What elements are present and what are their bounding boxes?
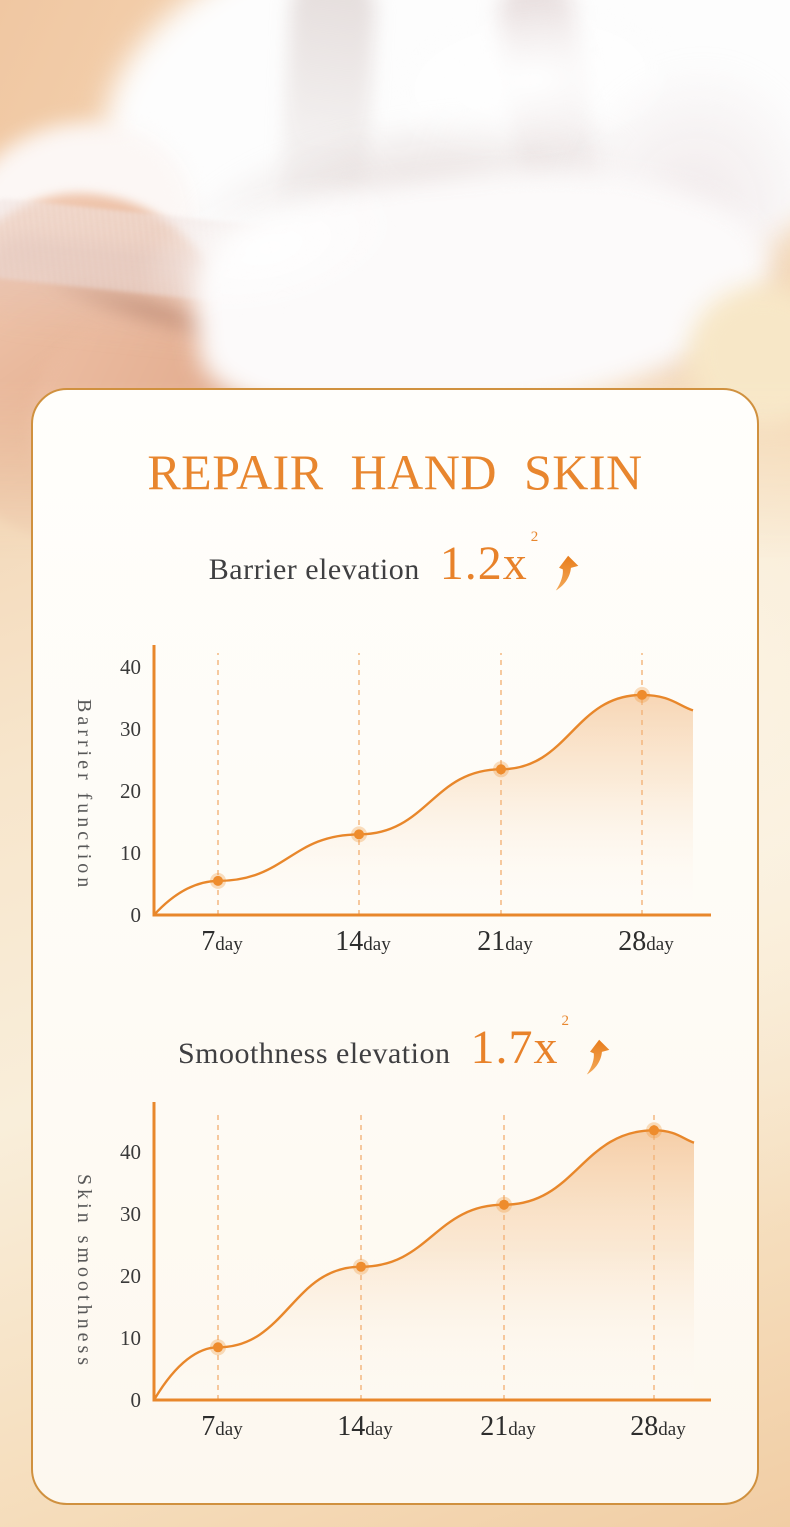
stat-superscript: 2 (530, 529, 540, 545)
chart-area (154, 694, 693, 915)
stat-multiplier: 1.2x 2 (439, 529, 540, 590)
growth-arrow-icon (586, 1039, 610, 1075)
chart-barrier-function: 0 10 20 30 40 7day 14day 21day 28day Barrier fun… (62, 630, 762, 970)
chart-area (154, 1130, 694, 1400)
y-tick-label: 20 (120, 1264, 141, 1288)
data-point (356, 1261, 366, 1272)
smoothness-chart-svg: 0 10 20 30 40 7day 14day 21day 28day (120, 1102, 711, 1442)
y-tick-label: 40 (120, 655, 141, 679)
x-tick-label: 28day (630, 1411, 686, 1442)
y-axis-title: Skin smoothness (73, 1174, 95, 1370)
x-tick-label: 14day (335, 926, 391, 957)
stat-multiplier: 1.7x 2 (470, 1013, 570, 1074)
stat-label: Smoothness elevation (178, 1037, 451, 1070)
y-tick-label: 10 (120, 1326, 141, 1350)
data-point (649, 1125, 659, 1136)
chart-skin-smoothness: 0 10 20 30 40 7day 14day 21day 28day Skin smooth… (62, 1087, 762, 1457)
stat-superscript: 2 (561, 1013, 570, 1029)
data-point (496, 764, 506, 775)
data-point (213, 875, 223, 886)
y-tick-label: 40 (120, 1140, 141, 1164)
stat-barrier-elevation: Barrier elevation 1.2x 2 (33, 529, 757, 591)
stat-smoothness-elevation: Smoothness elevation 1.7x 2 (33, 1013, 757, 1075)
x-tick-label: 7day (201, 926, 243, 957)
y-tick-label: 0 (131, 1388, 142, 1412)
y-tick-label: 0 (131, 903, 142, 927)
x-tick-label: 14day (337, 1411, 393, 1442)
y-tick-label: 30 (120, 717, 141, 741)
stat-label: Barrier elevation (208, 553, 420, 586)
y-tick-label: 20 (120, 779, 141, 803)
data-point (213, 1342, 223, 1353)
data-point (637, 689, 647, 700)
x-tick-label: 21day (480, 1411, 536, 1442)
y-tick-label: 30 (120, 1202, 141, 1226)
page-title: REPAIR HAND SKIN (147, 444, 643, 500)
growth-arrow-icon (556, 555, 579, 591)
barrier-chart-svg: 0 10 20 30 40 7day 14day 21day 28day (120, 645, 711, 957)
data-point (354, 829, 364, 840)
y-axis-title: Barrier function (73, 698, 95, 892)
x-tick-label: 7day (201, 1411, 243, 1442)
x-tick-label: 28day (618, 926, 674, 957)
repair-card: REPAIR HAND SKIN Barrier elevation 1.2x 2… (31, 388, 759, 1505)
data-point (499, 1199, 509, 1210)
x-tick-label: 21day (477, 926, 533, 957)
y-tick-label: 10 (120, 841, 141, 865)
